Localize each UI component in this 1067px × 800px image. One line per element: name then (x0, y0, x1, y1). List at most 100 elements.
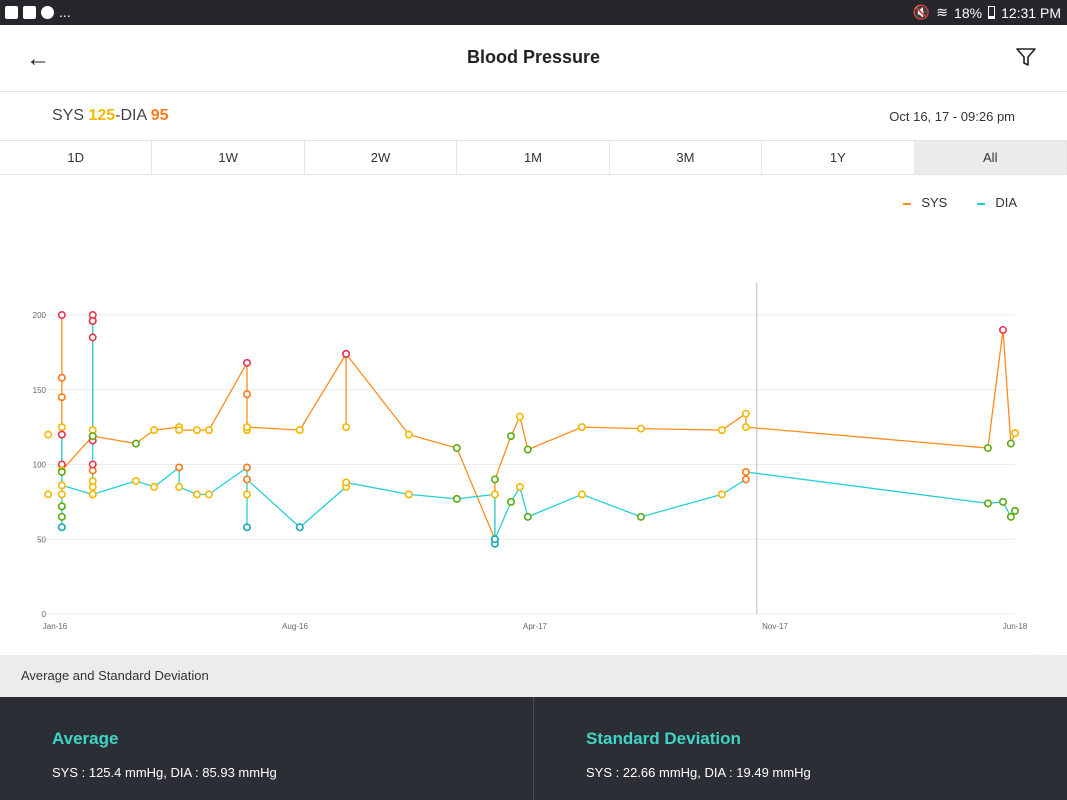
sys-point (741, 409, 750, 418)
dia-point (506, 497, 515, 506)
dia-point (1010, 506, 1019, 515)
sys-point (342, 349, 351, 358)
dia-point (452, 494, 461, 503)
dia-point (57, 502, 66, 511)
dia-point (243, 523, 252, 532)
dia-point (57, 481, 66, 490)
dia-point (57, 523, 66, 532)
x-tick-label: Apr-17 (523, 622, 548, 631)
dia-point (192, 490, 201, 499)
sys-point (515, 412, 524, 421)
dia-point (404, 490, 413, 499)
dia-point (523, 512, 532, 521)
sys-point (57, 393, 66, 402)
x-tick-label: Jan-16 (43, 622, 68, 631)
sys-point (57, 423, 66, 432)
dia-value: 95 (150, 107, 169, 124)
dia-point (57, 430, 66, 439)
mute-icon: 🔇 (912, 4, 931, 20)
dia-point (150, 482, 159, 491)
sys-point (88, 432, 97, 441)
sys-point (506, 432, 515, 441)
y-tick-label: 100 (33, 461, 47, 470)
sys-point (1006, 439, 1015, 448)
dia-point (88, 460, 97, 469)
legend-sys: SYS (903, 195, 947, 210)
stats-panel: Average SYS : 125.4 mmHg, DIA : 85.93 mm… (0, 697, 1067, 800)
y-tick-label: 50 (37, 535, 46, 544)
chart-legend: SYS DIA (903, 195, 1017, 210)
sys-value: 125 (88, 107, 116, 124)
sys-point (577, 423, 586, 432)
average-text: SYS : 125.4 mmHg, DIA : 85.93 mmHg (52, 765, 277, 780)
tab-all[interactable]: All (914, 141, 1067, 174)
sys-point (523, 445, 532, 454)
tab-1y[interactable]: 1Y (762, 141, 915, 174)
sys-line (61, 315, 1016, 540)
dia-point (741, 467, 750, 476)
sys-point (243, 390, 252, 399)
tab-1m[interactable]: 1M (457, 141, 610, 174)
sys-point (88, 333, 97, 342)
wifi-icon: ≋ (936, 4, 949, 20)
sys-point (452, 444, 461, 453)
sys-point (131, 439, 140, 448)
x-tick-label: Jun-18 (1003, 622, 1028, 631)
gallery-icon (5, 5, 18, 19)
dia-point (175, 463, 184, 472)
sys-point (983, 444, 992, 453)
sys-point (490, 475, 499, 484)
sys-point (175, 426, 184, 435)
dia-line (61, 320, 1016, 544)
dia-point (342, 478, 351, 487)
dia-point (57, 467, 66, 476)
x-tick-label: Nov-17 (762, 622, 788, 631)
dia-point (204, 490, 213, 499)
y-tick-label: 150 (33, 386, 47, 395)
dia-point (983, 499, 992, 508)
reading-date: Oct 16, 17 - 09:26 pm (889, 109, 1015, 124)
dia-point (636, 512, 645, 521)
sys-point (717, 426, 726, 435)
sys-point (57, 311, 66, 320)
dia-point (490, 490, 499, 499)
back-arrow-icon[interactable]: ← (26, 45, 50, 72)
std-dev-text: SYS : 22.66 mmHg, DIA : 19.49 mmHg (586, 765, 811, 780)
legend-dia: DIA (977, 195, 1017, 210)
plot-area[interactable]: 0 50 100 150 200 Jan-16 Aug-16 Apr-17 Nov-17 Jun-… (0, 175, 1067, 655)
dia-point (1006, 512, 1015, 521)
dia-label: -DIA (115, 107, 151, 124)
dia-point (717, 490, 726, 499)
sys-point (636, 424, 645, 433)
tab-2w[interactable]: 2W (305, 141, 458, 174)
tab-3m[interactable]: 3M (610, 141, 763, 174)
dia-point (243, 475, 252, 484)
dia-point (88, 490, 97, 499)
sys-point (192, 426, 201, 435)
legend-sys-label: SYS (921, 195, 948, 210)
sys-point (1010, 429, 1019, 438)
facebook-icon (23, 5, 36, 19)
y-tick-label: 200 (33, 311, 47, 320)
more-notifications: ... (59, 4, 71, 20)
bp-chart[interactable]: SYS DIA 0 50 100 150 200 Jan-16 Aug-16 Apr-17 No… (0, 175, 1067, 705)
dia-point (998, 497, 1007, 506)
app-header: ← Blood Pressure (0, 25, 1067, 92)
dia-point (57, 512, 66, 521)
section-label: Average and Standard Deviation (0, 655, 1067, 697)
range-tabs: 1D 1W 2W 1M 3M 1Y All (0, 141, 1067, 175)
sys-point (342, 423, 351, 432)
average-title: Average (52, 729, 119, 748)
dia-point (515, 482, 524, 491)
sys-point (741, 423, 750, 432)
sys-point (243, 358, 252, 367)
tab-1d[interactable]: 1D (0, 141, 153, 174)
dia-point (243, 490, 252, 499)
filter-icon[interactable] (1015, 46, 1037, 73)
dia-point (243, 463, 252, 472)
sys-point (204, 426, 213, 435)
selected-reading: SYS 125-DIA 95 Oct 16, 17 - 09:26 pm (0, 92, 1067, 141)
sys-label: SYS (52, 107, 89, 124)
sys-point (998, 325, 1007, 334)
tab-1w[interactable]: 1W (152, 141, 305, 174)
